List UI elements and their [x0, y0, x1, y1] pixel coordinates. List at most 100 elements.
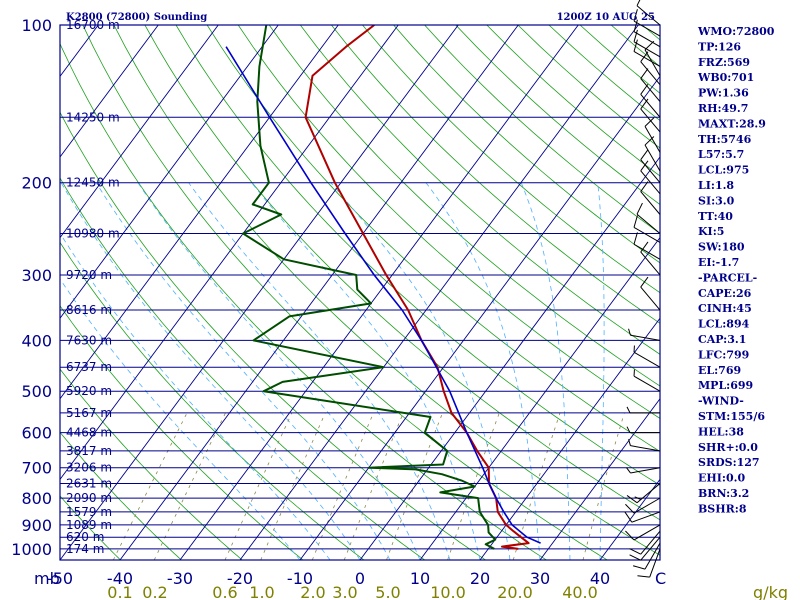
temperature-tick-label: -30: [167, 569, 193, 588]
stat-line: WMO:72800: [697, 25, 775, 38]
height-label: 4468 m: [66, 426, 112, 440]
wind-barb: [640, 276, 661, 311]
height-label: 10980 m: [66, 226, 120, 240]
dry-adiabat: [60, 368, 243, 560]
pressure-tick-label: 500: [21, 382, 52, 401]
height-label: 1579 m: [66, 505, 112, 519]
wind-barb: [633, 29, 661, 58]
wind-barb: [633, 232, 661, 260]
wind-barb: [633, 19, 661, 48]
stat-line: PW:1.36: [698, 87, 749, 100]
pressure-unit-label: mb: [34, 569, 60, 588]
wind-barb: [640, 149, 661, 184]
pressure-tick-label: 900: [21, 516, 52, 535]
dewpoint-trace: [242, 25, 497, 550]
pressure-tick-label: 800: [21, 489, 52, 508]
pressure-tick-label: 300: [21, 266, 52, 285]
height-label: 14250 m: [66, 110, 120, 124]
mixing-ratio-label: 40.0: [562, 583, 598, 600]
wind-barb: [644, 136, 661, 172]
height-label: 3817 m: [66, 444, 112, 458]
wind-barb: [633, 345, 661, 368]
temperature-tick-label: -40: [107, 569, 133, 588]
wind-barb: [625, 497, 661, 514]
stat-line: LFC:799: [698, 348, 749, 361]
stat-line: TP:126: [698, 40, 741, 53]
height-label: 620 m: [66, 530, 104, 544]
height-label: 5920 m: [66, 384, 112, 398]
stat-line: CAPE:26: [698, 287, 752, 300]
moist-adiabat: [188, 182, 451, 560]
temperature-trace: [304, 25, 530, 550]
wind-barb: [640, 241, 661, 276]
temperature-tick-label: 0: [355, 569, 365, 588]
stat-line: HEL:38: [698, 425, 744, 438]
sounding-profiles: [225, 25, 541, 550]
wind-barb: [640, 98, 661, 133]
height-label: 12450 m: [66, 176, 120, 190]
dry-adiabat: [60, 241, 365, 560]
wind-barb: [637, 548, 661, 578]
isotherm: [539, 398, 660, 560]
stat-line: KI:5: [698, 225, 724, 238]
temperature-tick-label: 30: [530, 569, 550, 588]
moist-adiabat: [520, 182, 571, 560]
stat-line: -PARCEL-: [698, 271, 757, 284]
dry-adiabat: [60, 111, 486, 560]
stat-line: STM:155/6: [698, 410, 765, 423]
height-label: 16700 m: [66, 18, 120, 32]
temperature-tick-label: 20: [470, 569, 490, 588]
wind-barb: [633, 9, 661, 37]
dry-adiabat: [144, 25, 660, 521]
isotherm: [299, 75, 660, 560]
dry-adiabat: [60, 495, 121, 560]
mixing-ratio-unit-label: g/kg: [753, 583, 788, 600]
plot-frame: [59, 24, 661, 561]
isotherm: [60, 25, 399, 481]
dry-adiabat: [362, 25, 660, 294]
height-label: 2090 m: [66, 491, 112, 505]
wind-barb: [626, 467, 661, 474]
isotherm: [419, 236, 660, 560]
stat-line: LI:1.8: [698, 179, 734, 192]
stat-line: CINH:45: [698, 302, 752, 315]
dry-adiabat: [299, 25, 660, 355]
stat-line: RH:49.7: [698, 102, 748, 115]
stat-line: SI:3.0: [698, 194, 735, 207]
stat-line: SHR+:0.0: [698, 441, 758, 454]
wind-barb: [636, 202, 661, 234]
stat-line: SRDS:127: [698, 456, 760, 469]
isotherm: [60, 25, 339, 400]
height-label: 174 m: [66, 542, 104, 556]
stat-line: LCL:894: [698, 318, 750, 331]
wind-barb: [626, 483, 661, 504]
moist-adiabat: [60, 232, 331, 560]
stat-line: EI:-1.7: [698, 256, 739, 269]
stat-line: LCL:975: [698, 164, 749, 177]
mixing-ratio-label: 20.0: [497, 583, 533, 600]
mixing-ratio-label: 0.2: [142, 583, 167, 600]
sounding-title: K2800 (72800) Sounding: [66, 12, 207, 23]
pressure-tick-label: 700: [21, 459, 52, 478]
height-label: 5167 m: [66, 406, 112, 420]
wind-barb: [628, 328, 661, 341]
moist-adiabat: [425, 182, 541, 560]
temperature-tick-label: -10: [287, 569, 313, 588]
wind-barb: [625, 524, 661, 541]
stability-indices-panel: WMO:72800 TP:126 FRZ:569 WB0:701 PW:1.36 RH:4…: [697, 25, 775, 515]
stat-line: CAP:3.1: [698, 333, 746, 346]
stat-line: MPL:699: [698, 379, 753, 392]
mixing-ratio-label: 1.0: [249, 583, 274, 600]
stat-line: BSHR:8: [698, 502, 747, 515]
dry-adiabat: [60, 305, 304, 560]
mixing-ratio-label: 3.0: [332, 583, 357, 600]
height-label: 6737 m: [66, 360, 112, 374]
height-label: 1089 m: [66, 518, 112, 532]
isotherm: [239, 25, 639, 560]
temperature-tick-label: 40: [590, 569, 610, 588]
wind-barb: [640, 160, 661, 195]
mixing-ratio-label: 10.0: [430, 583, 466, 600]
wind-barb: [640, 181, 661, 215]
